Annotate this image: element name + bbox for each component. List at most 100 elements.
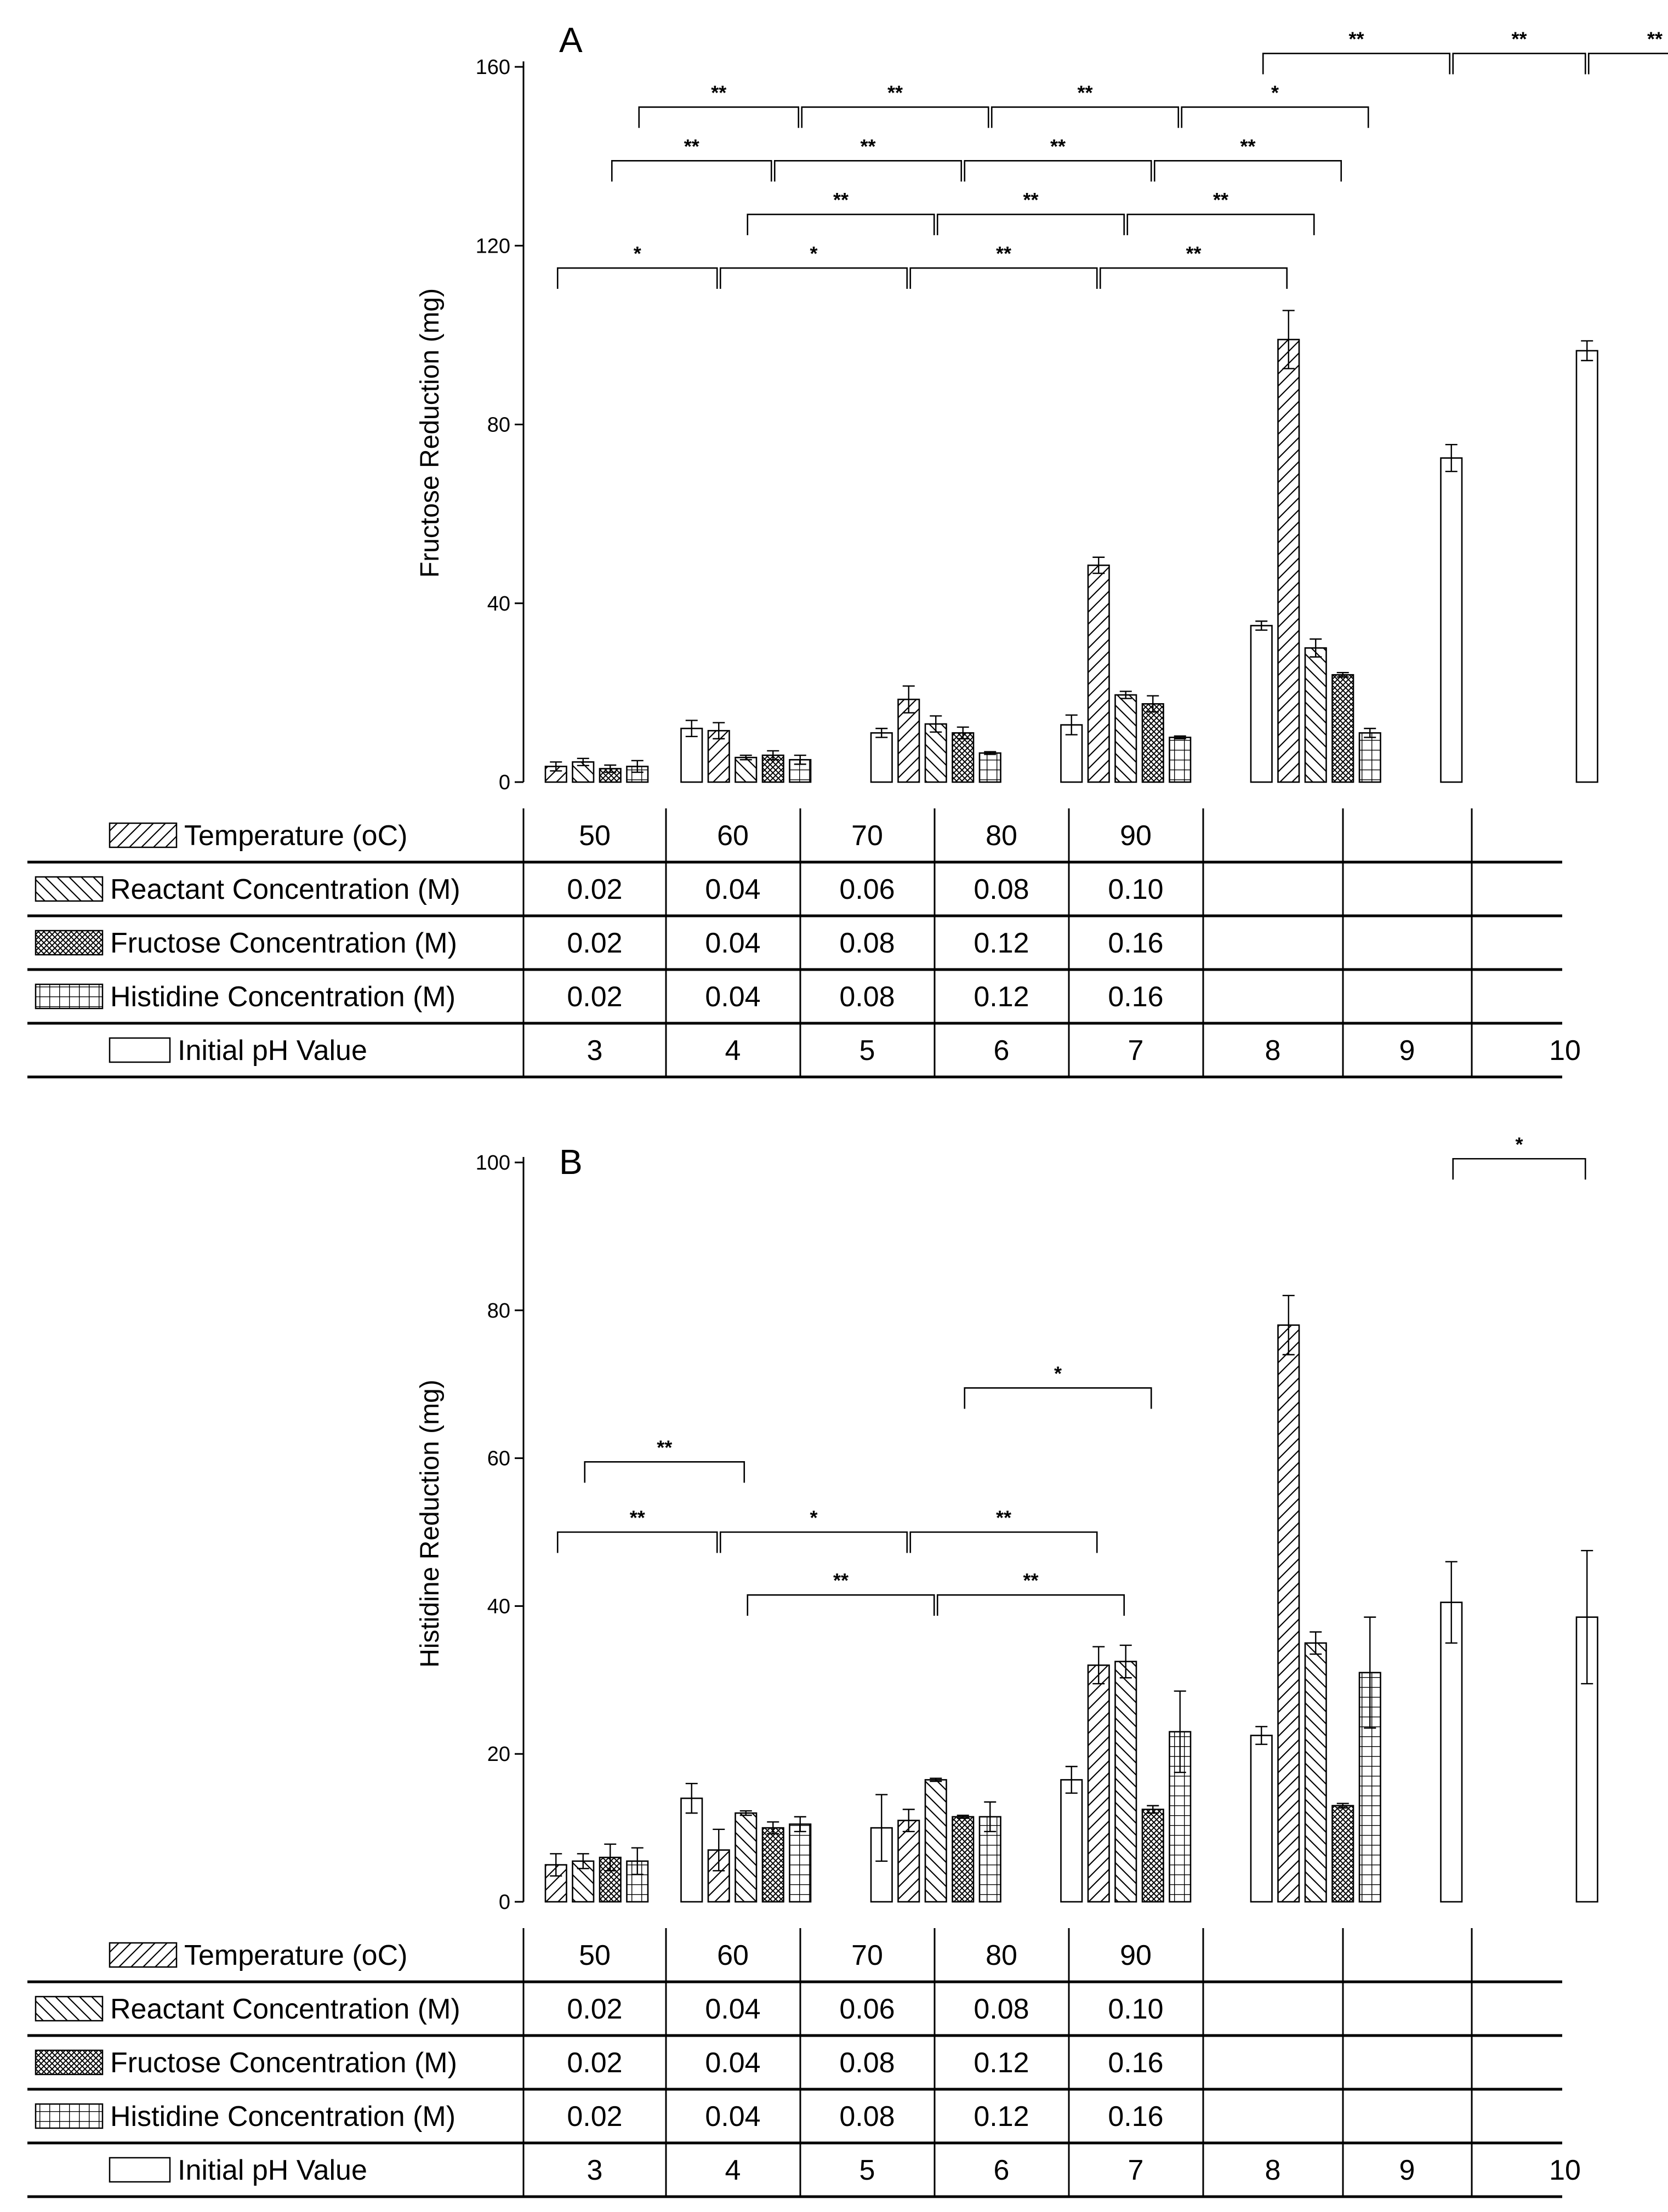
bar — [897, 1820, 920, 1903]
bar — [1169, 737, 1192, 783]
significance-label: ** — [833, 189, 849, 211]
table-value: 3 — [587, 1035, 603, 1067]
panel-letter: B — [559, 1142, 583, 1182]
y-tick-label: 80 — [487, 414, 510, 437]
table-value: 8 — [1265, 2154, 1281, 2186]
significance-label: ** — [711, 81, 726, 104]
bar — [1141, 703, 1164, 783]
legend-swatch-hist — [35, 983, 104, 1010]
table-value: 9 — [1399, 1035, 1415, 1067]
legend-label: Histidine Concentration (M) — [110, 2101, 456, 2133]
bar — [924, 1779, 947, 1903]
significance-bracket — [638, 106, 800, 128]
legend-swatch-fruc — [35, 2049, 104, 2076]
table-value: 3 — [587, 2154, 603, 2186]
bar — [870, 732, 893, 783]
significance-bracket — [1262, 53, 1451, 75]
table-value: 0.16 — [1108, 2047, 1163, 2079]
legend-label: Fructose Concentration (M) — [110, 927, 457, 959]
significance-label: * — [1054, 1362, 1062, 1384]
significance-label: ** — [1348, 28, 1364, 50]
significance-label: ** — [1647, 28, 1663, 50]
significance-bracket — [1452, 1158, 1586, 1180]
legend-label: Initial pH Value — [178, 1035, 367, 1067]
bar — [1087, 565, 1110, 783]
y-tick-label: 40 — [487, 592, 510, 615]
significance-bracket — [611, 159, 772, 182]
table-value: 50 — [579, 1940, 611, 1971]
legend-label: Temperature (oC) — [184, 1940, 407, 1971]
legend-label: Temperature (oC) — [184, 820, 407, 852]
significance-bracket — [801, 106, 989, 128]
significance-bracket — [936, 213, 1125, 236]
significance-label: ** — [1077, 81, 1092, 104]
table-value: 0.04 — [705, 1993, 760, 2025]
table-value: 0.08 — [974, 1993, 1029, 2025]
table-value: 90 — [1120, 1940, 1152, 1971]
table-value: 5 — [859, 1035, 875, 1067]
significance-bracket — [773, 159, 963, 182]
bar — [1114, 1661, 1137, 1903]
bar — [1141, 1809, 1164, 1903]
table-value: 8 — [1265, 1035, 1281, 1067]
significance-bracket — [964, 159, 1152, 182]
y-tick-label: 20 — [487, 1743, 510, 1766]
bar — [1358, 732, 1381, 783]
table-value: 0.02 — [567, 2101, 622, 2133]
y-tick-label: 120 — [476, 235, 510, 258]
legend-label: Fructose Concentration (M) — [110, 2047, 457, 2079]
legend-swatch-ph — [109, 1037, 171, 1063]
legend-label: Initial pH Value — [178, 2154, 367, 2186]
table-value: 7 — [1128, 1035, 1144, 1067]
significance-bracket — [1126, 213, 1315, 236]
legend-swatch-ph — [109, 2157, 171, 2183]
table-value: 0.12 — [974, 2101, 1029, 2133]
y-tick-label: 80 — [487, 1299, 510, 1322]
bar — [735, 756, 758, 783]
table-value: 60 — [717, 1940, 749, 1971]
table-value: 60 — [717, 820, 749, 852]
y-tick-label: 40 — [487, 1595, 510, 1618]
table-value: 80 — [986, 1940, 1017, 1971]
table-value: 90 — [1120, 820, 1152, 852]
bar — [952, 1816, 975, 1903]
significance-label: ** — [833, 1569, 849, 1592]
y-axis-title: Fructose Reduction (mg) — [415, 288, 445, 578]
significance-bracket — [747, 213, 935, 236]
bar — [735, 1812, 758, 1903]
significance-label: ** — [887, 81, 903, 104]
legend-label: Reactant Concentration (M) — [110, 1993, 460, 2025]
table-value: 4 — [725, 1035, 741, 1067]
table-value: 0.12 — [974, 2047, 1029, 2079]
bar — [789, 1823, 812, 1903]
table-value: 4 — [725, 2154, 741, 2186]
panel-letter: A — [559, 20, 583, 60]
table-value: 0.04 — [705, 2047, 760, 2079]
table-value: 0.08 — [839, 2047, 895, 2079]
table-value: 0.16 — [1108, 981, 1163, 1013]
significance-label: * — [1271, 81, 1279, 104]
significance-bracket — [556, 267, 718, 289]
y-tick-label: 60 — [487, 1447, 510, 1470]
table-value: 10 — [1549, 1035, 1581, 1067]
bar — [1331, 674, 1354, 783]
y-tick-label: 0 — [499, 1891, 510, 1914]
table-value: 70 — [851, 820, 883, 852]
legend-swatch-temp — [109, 822, 178, 848]
bar — [761, 1827, 784, 1903]
significance-bracket — [584, 1461, 745, 1483]
table-value: 0.08 — [974, 874, 1029, 905]
table-value: 0.02 — [567, 2047, 622, 2079]
table-value: 0.04 — [705, 927, 760, 959]
table-value: 0.10 — [1108, 874, 1163, 905]
bar — [1250, 625, 1273, 783]
bar — [1331, 1805, 1354, 1903]
y-tick-label: 160 — [476, 56, 510, 79]
significance-bracket — [719, 1531, 908, 1553]
bar — [1304, 647, 1327, 783]
legend-swatch-react — [35, 1996, 104, 2022]
table-value: 0.02 — [567, 1993, 622, 2025]
significance-label: ** — [1511, 28, 1527, 50]
significance-bracket — [909, 1531, 1098, 1553]
y-tick-label: 100 — [476, 1151, 510, 1175]
